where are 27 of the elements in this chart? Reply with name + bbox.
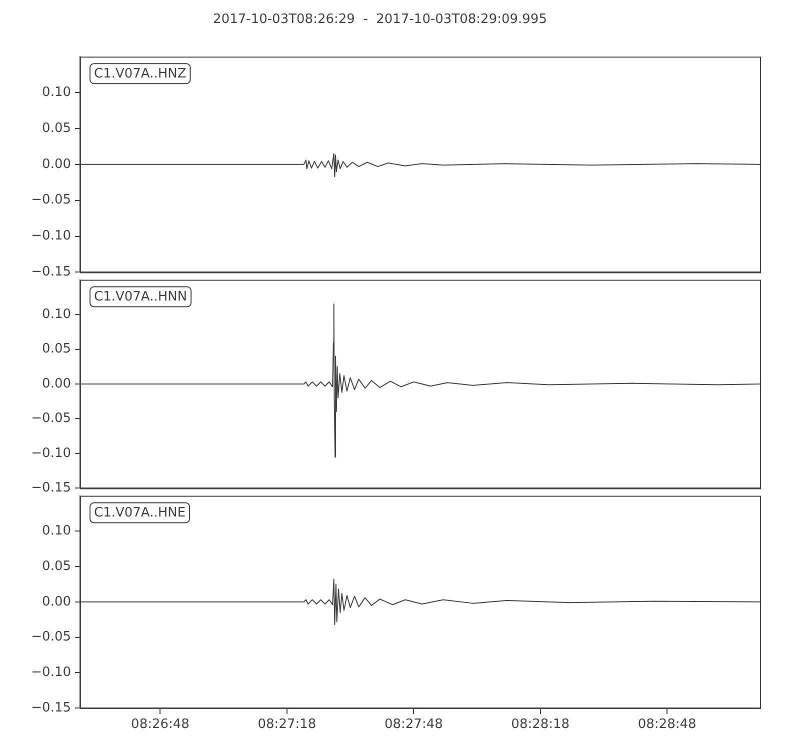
y-tick-label: 0.00 — [42, 376, 71, 392]
x-tick-label: 08:27:48 — [384, 717, 443, 732]
y-tick-label: 0.00 — [42, 156, 71, 172]
y-tick-label: −0.05 — [31, 192, 71, 208]
y-tick-label: 0.05 — [42, 558, 71, 574]
y-tick-label: −0.15 — [31, 700, 71, 716]
y-tick-label: −0.10 — [31, 665, 71, 680]
y-tick-label: −0.10 — [31, 446, 71, 461]
x-tick-label: 08:28:48 — [638, 717, 696, 732]
y-tick-label: −0.10 — [31, 228, 71, 244]
annotation: C1.V07A..HNN — [94, 290, 188, 305]
y-tick-label: −0.05 — [31, 411, 71, 426]
y-tick-label: −0.05 — [31, 630, 71, 645]
chart-title: 2017-10-03T08:26:29 - 2017-10-03T08:29:09.995 — [213, 12, 547, 28]
x-tick-label: 08:26:48 — [131, 717, 190, 732]
y-tick-label: −0.15 — [31, 264, 71, 280]
y-tick-label: 0.10 — [42, 524, 71, 539]
annotation: C1.V07A..HNE — [94, 506, 186, 521]
y-tick-label: 0.00 — [42, 594, 71, 610]
y-tick-label: −0.15 — [31, 480, 71, 496]
y-tick-label: 0.10 — [42, 84, 71, 100]
x-tick-label: 08:28:18 — [511, 717, 570, 732]
annotation: C1.V07A..HNZ — [94, 66, 186, 82]
y-tick-label: 0.05 — [42, 342, 71, 357]
y-tick-label: 0.05 — [42, 120, 71, 136]
y-tick-label: 0.10 — [42, 306, 71, 322]
x-tick-label: 08:27:18 — [258, 717, 316, 732]
